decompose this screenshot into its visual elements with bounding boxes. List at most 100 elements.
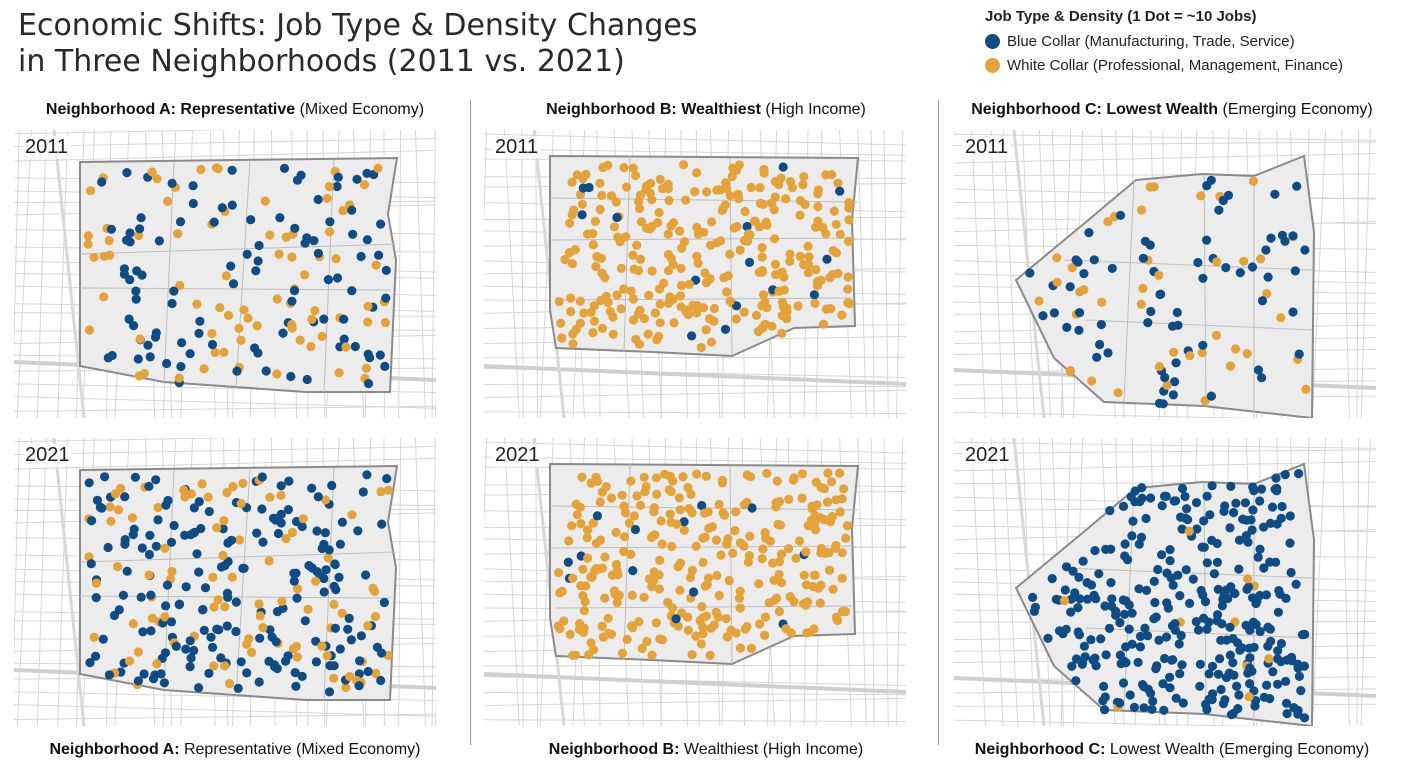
street-line bbox=[484, 411, 906, 415]
white-collar-dot bbox=[215, 303, 225, 313]
blue-collar-dot bbox=[174, 599, 185, 609]
white-collar-dot bbox=[566, 307, 576, 317]
blue-collar-dot bbox=[1100, 601, 1110, 611]
white-collar-dot bbox=[322, 193, 332, 203]
white-collar-dot bbox=[600, 593, 610, 603]
blue-collar-dot bbox=[290, 668, 300, 678]
blue-collar-dot bbox=[1229, 670, 1239, 680]
street-line bbox=[14, 457, 436, 470]
blue-collar-dot bbox=[1175, 669, 1185, 679]
blue-collar-dot bbox=[167, 178, 177, 188]
blue-collar-dot bbox=[232, 366, 242, 376]
white-collar-dot bbox=[583, 553, 593, 563]
white-collar-dot bbox=[1239, 256, 1249, 266]
blue-collar-dot bbox=[1100, 705, 1110, 715]
dot-density-map bbox=[954, 130, 1376, 418]
white-collar-dot bbox=[1145, 182, 1155, 192]
white-collar-dot bbox=[635, 254, 646, 264]
blue-collar-dot bbox=[1228, 658, 1238, 668]
street-line bbox=[870, 438, 875, 726]
blue-collar-dot bbox=[1245, 663, 1255, 673]
blue-collar-dot bbox=[206, 632, 216, 642]
blue-collar-dot bbox=[217, 203, 227, 213]
blue-collar-dot bbox=[1199, 542, 1209, 552]
blue-collar-dot bbox=[628, 566, 638, 576]
blue-collar-dot bbox=[1257, 373, 1267, 383]
white-collar-dot bbox=[841, 533, 851, 543]
blue-collar-dot bbox=[1171, 496, 1181, 506]
street-line bbox=[896, 130, 904, 418]
white-collar-dot bbox=[624, 518, 634, 528]
white-collar-dot bbox=[1242, 349, 1252, 359]
white-collar-dot bbox=[572, 510, 582, 520]
street-line bbox=[484, 441, 906, 454]
blue-collar-dot bbox=[1288, 307, 1298, 317]
header-paren: (High Income) bbox=[765, 101, 866, 118]
white-collar-dot bbox=[219, 516, 229, 526]
white-collar-dot bbox=[779, 272, 789, 282]
blue-collar-dot bbox=[1141, 513, 1151, 524]
white-collar-dot bbox=[556, 318, 566, 328]
street-line bbox=[14, 149, 436, 162]
blue-collar-dot bbox=[297, 671, 307, 681]
white-collar-dot bbox=[837, 573, 847, 583]
white-collar-dot bbox=[731, 507, 741, 517]
blue-collar-dot bbox=[1251, 620, 1261, 630]
blue-collar-dot bbox=[1221, 263, 1231, 273]
white-collar-dot bbox=[746, 182, 756, 193]
blue-collar-dot bbox=[339, 314, 349, 324]
blue-collar-dot bbox=[1293, 663, 1303, 673]
blue-collar-dot bbox=[1266, 636, 1276, 646]
white-collar-dot bbox=[654, 331, 664, 341]
white-collar-dot bbox=[700, 268, 710, 278]
blue-collar-dot bbox=[1178, 698, 1188, 708]
blue-collar-dot bbox=[563, 557, 573, 567]
white-collar-dot bbox=[619, 546, 629, 557]
white-collar-dot bbox=[619, 501, 629, 511]
blue-collar-dot bbox=[335, 644, 345, 654]
white-collar-dot bbox=[676, 280, 687, 291]
white-collar-dot bbox=[683, 625, 693, 635]
blue-collar-dot bbox=[167, 298, 177, 309]
blue-collar-dot bbox=[381, 265, 391, 275]
blue-collar-dot bbox=[192, 549, 202, 559]
white-collar-dot bbox=[843, 272, 853, 282]
blue-collar-dot bbox=[1168, 390, 1178, 400]
blue-collar-dot bbox=[311, 657, 321, 667]
white-collar-dot bbox=[687, 508, 697, 518]
white-collar-dot bbox=[589, 645, 599, 655]
blue-collar-dot bbox=[1129, 702, 1139, 712]
blue-collar-dot bbox=[290, 223, 300, 233]
blue-collar-dot bbox=[279, 163, 290, 173]
white-collar-dot bbox=[816, 275, 826, 285]
white-collar-dot bbox=[634, 197, 644, 207]
white-collar-dot bbox=[698, 557, 708, 567]
white-collar-dot bbox=[371, 668, 381, 679]
dot-density-map bbox=[484, 438, 906, 726]
white-collar-dot bbox=[821, 304, 831, 314]
white-collar-dot bbox=[595, 497, 605, 507]
blue-collar-dot bbox=[1245, 625, 1255, 635]
street-line bbox=[414, 438, 427, 726]
white-collar-dot bbox=[678, 472, 688, 482]
blue-collar-dot bbox=[1118, 678, 1129, 688]
white-collar-dot bbox=[828, 246, 838, 256]
white-collar-dot bbox=[311, 576, 321, 586]
blue-collar-dot bbox=[1091, 594, 1101, 604]
white-collar-dot bbox=[628, 250, 638, 260]
blue-collar-dot bbox=[1270, 189, 1280, 199]
blue-collar-dot bbox=[1261, 590, 1271, 600]
street-line bbox=[398, 438, 402, 726]
street-line bbox=[36, 130, 47, 418]
white-collar-dot bbox=[770, 259, 780, 269]
blue-collar-dot bbox=[313, 248, 323, 258]
white-collar-dot bbox=[760, 528, 770, 538]
white-collar-dot bbox=[579, 606, 589, 616]
blue-collar-dot bbox=[330, 623, 340, 633]
white-collar-dot bbox=[803, 268, 813, 278]
blue-collar-dot bbox=[194, 328, 204, 338]
blue-collar-dot bbox=[1263, 272, 1273, 282]
legend: Job Type & Density (1 Dot = ~10 Jobs) Bl… bbox=[985, 8, 1405, 77]
blue-collar-dot bbox=[255, 633, 265, 643]
white-collar-dot bbox=[823, 497, 833, 507]
